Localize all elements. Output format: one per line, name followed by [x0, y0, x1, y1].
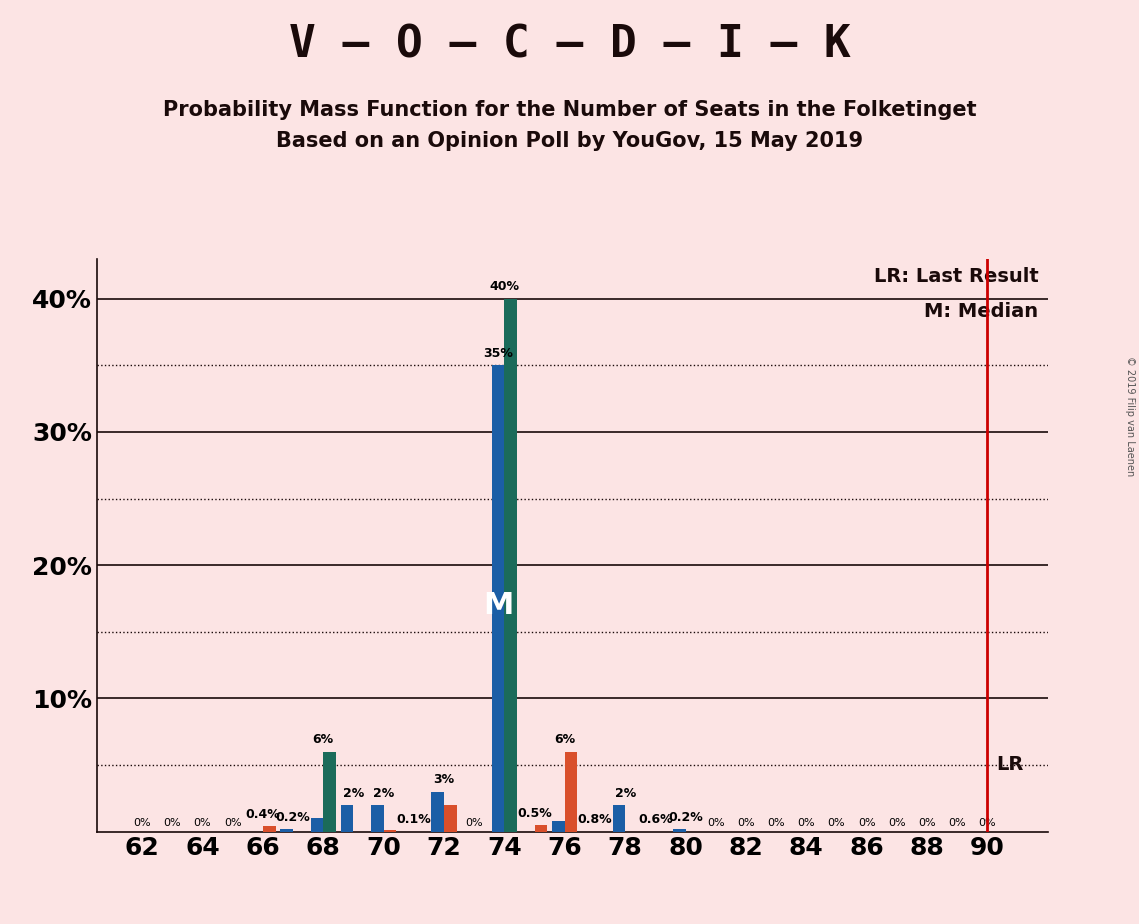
Text: 0%: 0%	[949, 819, 966, 828]
Text: 0%: 0%	[194, 819, 212, 828]
Text: 0.2%: 0.2%	[276, 810, 311, 823]
Text: 3%: 3%	[434, 773, 454, 786]
Text: 0%: 0%	[828, 819, 845, 828]
Text: 6%: 6%	[555, 734, 575, 747]
Text: 35%: 35%	[483, 347, 513, 360]
Text: 0%: 0%	[888, 819, 906, 828]
Text: 2%: 2%	[615, 786, 636, 799]
Text: Probability Mass Function for the Number of Seats in the Folketinget: Probability Mass Function for the Number…	[163, 100, 976, 120]
Text: 0%: 0%	[737, 819, 755, 828]
Text: 0%: 0%	[768, 819, 785, 828]
Bar	[673, 829, 686, 832]
Text: 0.6%: 0.6%	[638, 813, 673, 826]
Bar	[505, 298, 517, 832]
Bar	[371, 805, 384, 832]
Bar	[492, 365, 505, 832]
Text: 0.8%: 0.8%	[577, 813, 613, 826]
Text: M: M	[483, 590, 514, 620]
Text: 2%: 2%	[343, 786, 364, 799]
Text: © 2019 Filip van Laenen: © 2019 Filip van Laenen	[1125, 356, 1134, 476]
Bar	[565, 751, 577, 832]
Bar	[341, 805, 353, 832]
Bar	[432, 792, 444, 832]
Text: Based on an Opinion Poll by YouGov, 15 May 2019: Based on an Opinion Poll by YouGov, 15 M…	[276, 131, 863, 152]
Bar	[384, 831, 396, 832]
Text: LR: Last Result: LR: Last Result	[874, 267, 1039, 286]
Bar	[323, 751, 336, 832]
Text: M: Median: M: Median	[924, 301, 1039, 321]
Text: V – O – C – D – I – K: V – O – C – D – I – K	[288, 23, 851, 67]
Bar	[263, 826, 276, 832]
Bar	[444, 805, 457, 832]
Text: 0.1%: 0.1%	[396, 813, 432, 826]
Text: LR: LR	[997, 756, 1024, 774]
Text: 0%: 0%	[978, 819, 997, 828]
Bar	[552, 821, 565, 832]
Text: 0%: 0%	[918, 819, 936, 828]
Text: 0.4%: 0.4%	[246, 808, 280, 821]
Text: 40%: 40%	[490, 280, 519, 293]
Text: 0%: 0%	[164, 819, 181, 828]
Bar	[613, 805, 625, 832]
Bar	[280, 829, 293, 832]
Text: 0%: 0%	[858, 819, 876, 828]
Text: 0%: 0%	[224, 819, 241, 828]
Text: 0.2%: 0.2%	[669, 810, 703, 823]
Text: 0.5%: 0.5%	[517, 807, 552, 820]
Bar	[534, 825, 547, 832]
Text: 0%: 0%	[707, 819, 724, 828]
Text: 2%: 2%	[372, 786, 394, 799]
Text: 0%: 0%	[133, 819, 150, 828]
Text: 0%: 0%	[466, 819, 483, 828]
Text: 0%: 0%	[797, 819, 816, 828]
Text: 6%: 6%	[313, 734, 334, 747]
Bar	[311, 819, 323, 832]
